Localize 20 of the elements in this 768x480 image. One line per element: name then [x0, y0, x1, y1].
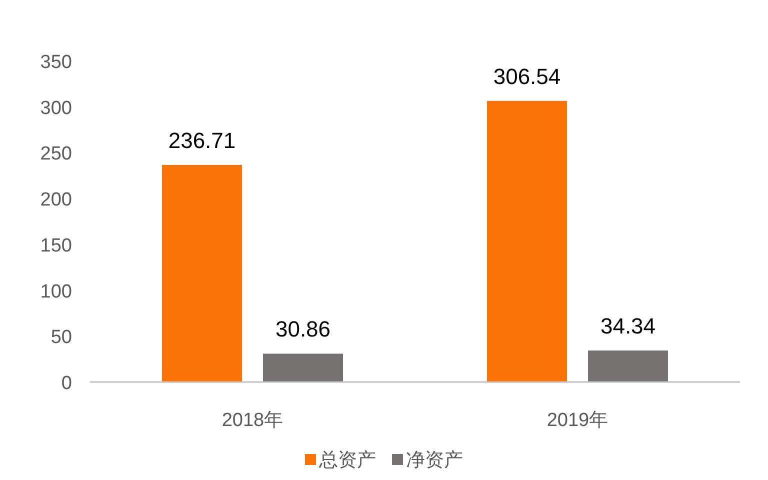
legend-label: 总资产 — [318, 450, 376, 471]
data-label: 306.54 — [493, 64, 561, 89]
bar — [162, 164, 242, 382]
x-tick-label: 2018年 — [222, 410, 284, 431]
y-tick-label: 250 — [40, 144, 72, 165]
y-tick-label: 0 — [61, 373, 72, 394]
y-tick-label: 50 — [50, 327, 72, 348]
data-label: 34.34 — [600, 314, 656, 339]
y-tick-label: 200 — [40, 190, 72, 211]
bar — [263, 354, 343, 382]
y-tick-label: 300 — [40, 98, 72, 119]
y-tick-label: 100 — [40, 281, 72, 302]
bar — [487, 100, 567, 382]
bar — [588, 350, 668, 382]
y-tick-label: 350 — [40, 52, 72, 73]
data-label: 30.86 — [275, 316, 331, 342]
x-tick-label: 2019年 — [546, 410, 608, 431]
y-tick-label: 150 — [40, 235, 72, 256]
data-label: 236.71 — [168, 128, 236, 153]
legend-label: 净资产 — [406, 450, 463, 471]
